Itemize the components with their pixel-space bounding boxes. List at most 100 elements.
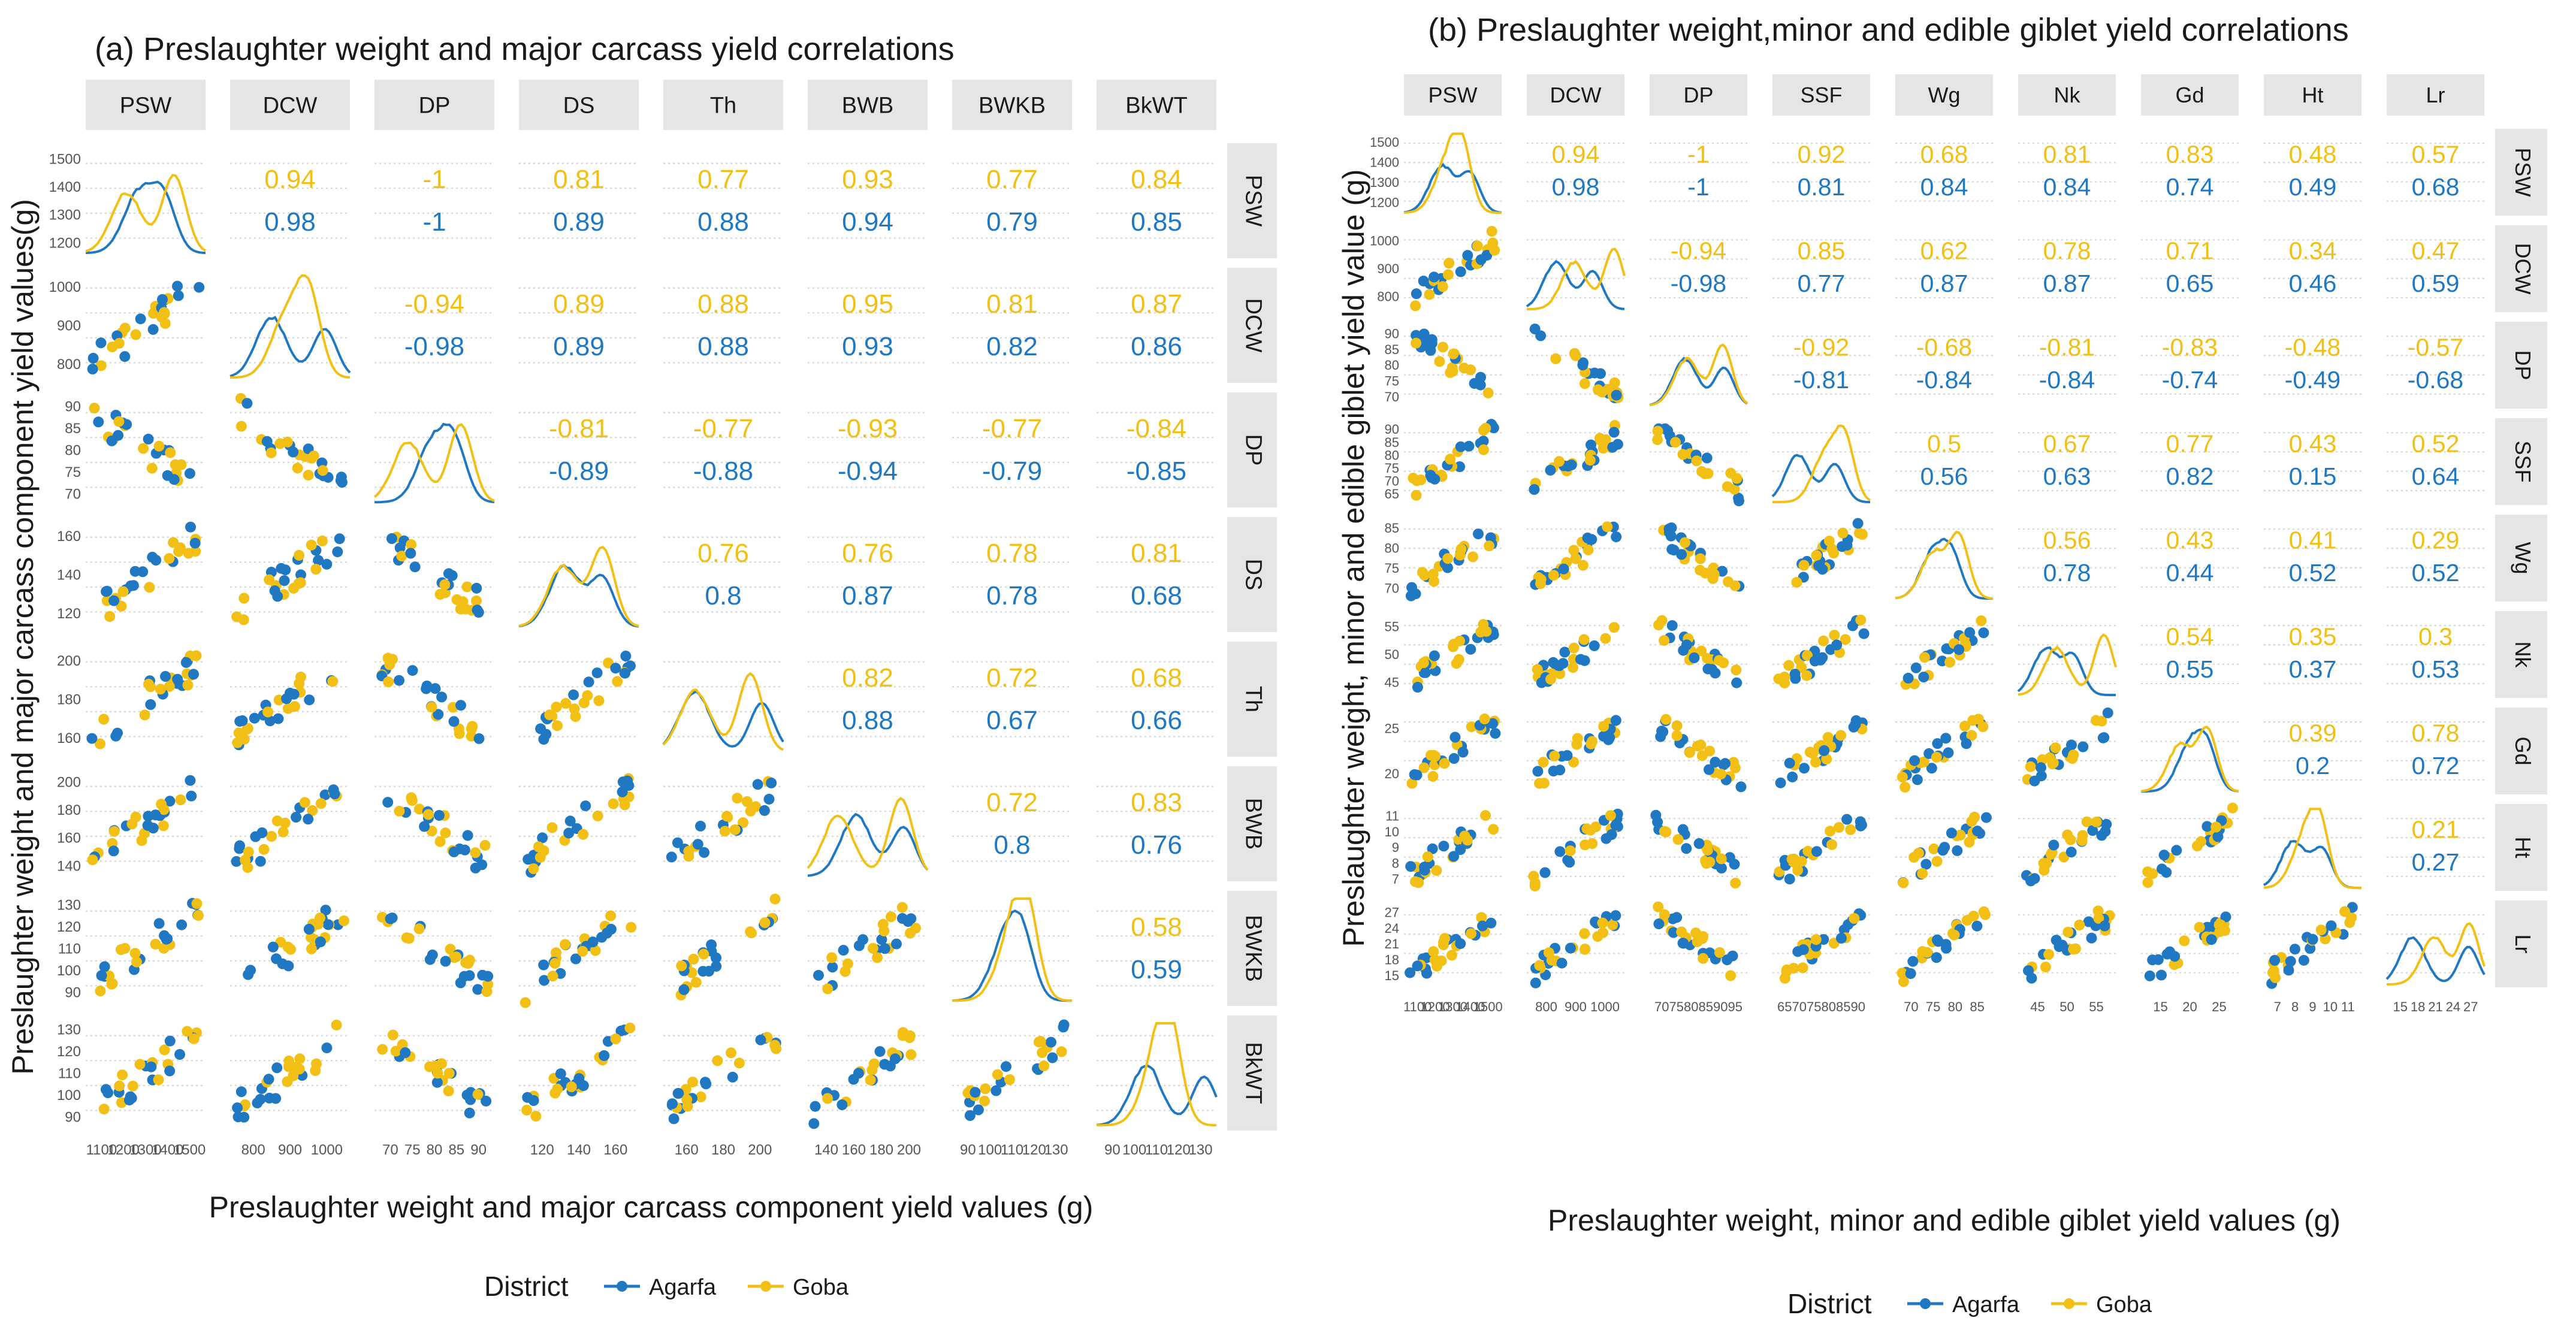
scatter-point-agarfa bbox=[2065, 847, 2077, 858]
scatter-point-agarfa bbox=[332, 546, 343, 558]
row-strip-Nk bbox=[2495, 611, 2547, 698]
scatter-point-goba bbox=[1898, 976, 1909, 987]
legend-a: District Agarfa Goba bbox=[484, 1271, 849, 1302]
scatter-point-agarfa bbox=[1727, 950, 1738, 962]
x-tick-label: 160 bbox=[603, 1142, 627, 1158]
scatter-point-goba bbox=[1597, 443, 1609, 454]
x-tick-label: 1100 bbox=[86, 1142, 117, 1158]
scatter-point-goba bbox=[1532, 664, 1543, 675]
scatter-point-goba bbox=[1671, 720, 1683, 732]
density-curve-agarfa bbox=[807, 812, 929, 877]
scatter-point-goba bbox=[387, 1029, 398, 1041]
scatter-point-goba bbox=[377, 912, 388, 923]
scatter-point-agarfa bbox=[1429, 271, 1440, 283]
scatter-point-agarfa bbox=[1656, 726, 1668, 737]
scatter-point-goba bbox=[733, 1057, 745, 1069]
scatter-point-agarfa bbox=[848, 1074, 859, 1085]
panel-BWKB-DP bbox=[375, 910, 494, 998]
panel-Nk-SSF bbox=[1772, 614, 1870, 689]
row-strip-label: DS bbox=[1240, 559, 1266, 591]
scatter-point-agarfa bbox=[147, 324, 159, 335]
scatter-point-agarfa bbox=[896, 913, 908, 924]
scatter-point-goba bbox=[1554, 456, 1565, 467]
panel-BkWT-BWB bbox=[808, 1027, 928, 1129]
correlation-goba: -0.81 bbox=[2039, 333, 2095, 361]
scatter-point-goba bbox=[1418, 762, 1430, 773]
scatter-point-goba bbox=[578, 829, 589, 840]
panel-BWB-BWB bbox=[807, 785, 929, 877]
y-tick-label: 75 bbox=[65, 464, 81, 480]
scatter-point-goba bbox=[1448, 348, 1459, 359]
column-strip-label: BkWT bbox=[1125, 93, 1187, 118]
scatter-point-goba bbox=[771, 1043, 782, 1054]
panel-Th-DS bbox=[519, 651, 639, 745]
scatter-point-agarfa bbox=[727, 1071, 738, 1083]
scatter-point-goba bbox=[390, 1045, 401, 1057]
y-tick-label: 100 bbox=[57, 1087, 81, 1104]
scatter-point-agarfa bbox=[129, 566, 141, 577]
row-strip-label: Gd bbox=[2511, 736, 2535, 765]
column-strip-label: Nk bbox=[2054, 83, 2081, 107]
density-curve-goba bbox=[2263, 808, 2361, 890]
correlation-goba: 0.83 bbox=[2166, 140, 2214, 168]
correlation-agarfa: 0.55 bbox=[2166, 655, 2214, 683]
panel-SSF-Gd: 0.77 0.82 bbox=[2141, 430, 2239, 491]
scatter-point-goba bbox=[130, 329, 141, 340]
x-tick-label: 1400 bbox=[152, 1142, 183, 1158]
correlation-goba: 0.67 bbox=[2043, 430, 2091, 457]
scatter-point-goba bbox=[1476, 912, 1487, 923]
scatter-point-agarfa bbox=[672, 837, 683, 848]
scatter-point-goba bbox=[306, 943, 317, 954]
column-strip-label: DS bbox=[563, 93, 595, 118]
scatter-point-agarfa bbox=[448, 846, 460, 857]
legend-label-goba: Goba bbox=[793, 1275, 849, 1300]
scatter-point-agarfa bbox=[1457, 746, 1469, 758]
scatter-point-goba bbox=[1472, 240, 1483, 252]
density-curve-agarfa bbox=[1526, 259, 1625, 310]
scatter-point-goba bbox=[174, 542, 186, 554]
scatter-point-goba bbox=[1431, 865, 1442, 876]
scatter-point-agarfa bbox=[1931, 952, 1942, 963]
scatter-point-goba bbox=[1488, 824, 1499, 835]
x-tick-label: 70 bbox=[382, 1142, 398, 1158]
scatter-point-goba bbox=[552, 720, 563, 732]
scatter-point-agarfa bbox=[1731, 677, 1743, 688]
scatter-point-goba bbox=[1837, 527, 1849, 539]
scatter-point-agarfa bbox=[1729, 859, 1740, 870]
scatter-point-agarfa bbox=[95, 337, 107, 349]
scatter-point-agarfa bbox=[1529, 484, 1540, 495]
scatter-point-goba bbox=[1896, 772, 1908, 783]
panel-DP-BWB: -0.93 -0.94 bbox=[808, 412, 928, 488]
scatter-point-goba bbox=[1598, 721, 1609, 732]
correlation-agarfa: 0.72 bbox=[2412, 752, 2460, 779]
panel-Wg-PSW bbox=[1404, 528, 1502, 602]
scatter-point-agarfa bbox=[1920, 859, 1932, 870]
scatter-point-agarfa bbox=[2097, 732, 2109, 743]
scatter-point-goba bbox=[759, 917, 771, 928]
scatter-point-goba bbox=[2169, 959, 2180, 971]
scatter-point-goba bbox=[443, 1068, 455, 1079]
scatter-point-goba bbox=[1033, 1036, 1044, 1048]
panel-PSW-BWB: 0.93 0.94 bbox=[808, 162, 928, 239]
scatter-point-goba bbox=[144, 582, 155, 593]
x-tick-label: 130 bbox=[1189, 1142, 1213, 1158]
scatter-point-agarfa bbox=[1961, 738, 1972, 749]
scatter-point-goba bbox=[695, 1091, 706, 1102]
scatter-point-agarfa bbox=[2144, 970, 2155, 981]
scatter-point-goba bbox=[307, 805, 318, 816]
scatter-point-goba bbox=[867, 942, 878, 954]
scatter-point-agarfa bbox=[1978, 627, 1989, 639]
scatter-point-goba bbox=[2091, 816, 2102, 827]
scatter-point-goba bbox=[266, 831, 277, 842]
scatter-point-agarfa bbox=[1442, 562, 1453, 573]
scatter-point-agarfa bbox=[231, 856, 242, 867]
scatter-point-agarfa bbox=[271, 953, 282, 965]
correlation-goba: 0.52 bbox=[2412, 430, 2460, 457]
x-tick-label: 70 bbox=[1654, 999, 1669, 1014]
scatter-point-goba bbox=[592, 810, 603, 821]
scatter-point-goba bbox=[317, 465, 328, 476]
scatter-point-agarfa bbox=[436, 691, 448, 703]
scatter-point-goba bbox=[2043, 949, 2055, 960]
scatter-point-agarfa bbox=[433, 709, 444, 720]
scatter-point-goba bbox=[865, 1074, 876, 1086]
